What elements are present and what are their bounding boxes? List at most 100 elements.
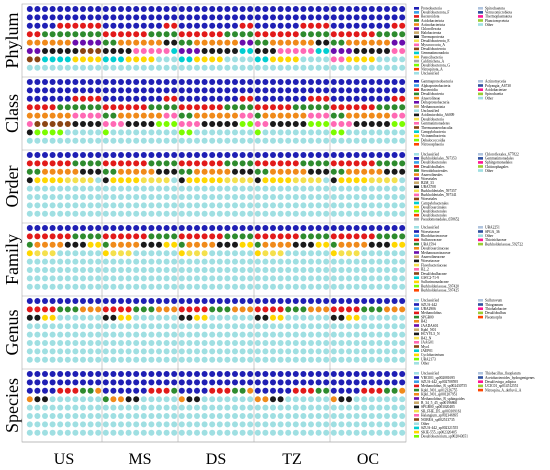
dot bbox=[239, 340, 246, 346]
dot bbox=[315, 225, 322, 231]
dot bbox=[26, 121, 33, 127]
dot bbox=[34, 314, 41, 321]
dot bbox=[300, 267, 307, 273]
dot bbox=[34, 87, 41, 94]
dot bbox=[186, 31, 193, 38]
dot bbox=[95, 379, 102, 386]
dot bbox=[186, 371, 193, 377]
dot bbox=[34, 421, 41, 428]
dot bbox=[26, 258, 33, 265]
dot bbox=[247, 6, 254, 12]
dot bbox=[247, 22, 254, 29]
dot bbox=[110, 129, 117, 136]
dot bbox=[232, 250, 238, 257]
dot bbox=[201, 267, 208, 273]
dot bbox=[118, 250, 124, 257]
dot bbox=[239, 225, 246, 231]
legend-swatch bbox=[414, 401, 419, 404]
dot bbox=[216, 387, 223, 394]
dot bbox=[262, 298, 269, 304]
dot bbox=[42, 112, 48, 119]
dot bbox=[361, 387, 368, 394]
dot bbox=[330, 22, 337, 29]
dot bbox=[148, 323, 155, 330]
dot bbox=[26, 202, 33, 209]
dot bbox=[42, 356, 48, 363]
dot bbox=[399, 429, 406, 436]
dot bbox=[384, 168, 390, 175]
dot bbox=[361, 283, 368, 290]
dot bbox=[285, 121, 292, 127]
dot bbox=[391, 283, 398, 290]
dot bbox=[178, 421, 185, 428]
dot bbox=[171, 371, 178, 377]
dot bbox=[353, 64, 360, 71]
dot bbox=[346, 348, 352, 355]
dot bbox=[254, 160, 261, 167]
legend-swatch bbox=[414, 185, 419, 189]
dot bbox=[171, 314, 178, 321]
dot bbox=[292, 225, 299, 231]
dot bbox=[368, 429, 375, 436]
dot bbox=[308, 348, 314, 355]
dot bbox=[163, 48, 170, 54]
dot bbox=[239, 314, 246, 321]
dot bbox=[110, 356, 117, 363]
dot bbox=[292, 121, 299, 127]
dot bbox=[95, 371, 102, 377]
dot bbox=[194, 210, 200, 217]
dot bbox=[224, 22, 231, 29]
dot bbox=[216, 404, 223, 411]
dot bbox=[80, 356, 86, 363]
dot bbox=[254, 14, 261, 21]
dot bbox=[224, 177, 231, 184]
dot bbox=[57, 95, 64, 102]
dot bbox=[232, 323, 238, 330]
dot bbox=[156, 241, 162, 248]
dot bbox=[201, 22, 208, 29]
dot bbox=[292, 283, 299, 290]
dot bbox=[209, 48, 216, 54]
dot bbox=[26, 185, 33, 192]
dot bbox=[194, 6, 200, 12]
legend-swatch bbox=[414, 393, 419, 396]
dot bbox=[262, 356, 269, 363]
dot bbox=[247, 168, 254, 175]
dot bbox=[186, 79, 193, 85]
dot bbox=[353, 298, 360, 304]
dot bbox=[209, 87, 216, 94]
dot bbox=[163, 356, 170, 363]
dot bbox=[361, 160, 368, 167]
dot bbox=[346, 104, 352, 111]
dot bbox=[262, 112, 269, 119]
dot bbox=[361, 104, 368, 111]
dot bbox=[285, 95, 292, 102]
dot bbox=[194, 356, 200, 363]
dot bbox=[163, 379, 170, 386]
dot bbox=[330, 185, 337, 192]
dot bbox=[148, 233, 155, 240]
dot bbox=[49, 379, 56, 386]
dot bbox=[42, 185, 48, 192]
dot bbox=[239, 323, 246, 330]
dot bbox=[391, 404, 398, 411]
dot bbox=[338, 95, 345, 102]
dot bbox=[270, 39, 276, 46]
dot bbox=[384, 267, 390, 273]
dot bbox=[209, 413, 216, 419]
legend-swatch bbox=[414, 430, 419, 434]
dot bbox=[133, 185, 140, 192]
dot bbox=[156, 6, 162, 12]
dot bbox=[133, 396, 140, 403]
dot bbox=[201, 104, 208, 111]
dot bbox=[171, 168, 178, 175]
dot bbox=[330, 241, 337, 248]
dot bbox=[95, 152, 102, 158]
dot bbox=[194, 112, 200, 119]
dot bbox=[194, 421, 200, 428]
dot bbox=[42, 160, 48, 167]
dot bbox=[140, 371, 147, 377]
dot bbox=[285, 241, 292, 248]
dot bbox=[353, 323, 360, 330]
dot bbox=[201, 258, 208, 265]
